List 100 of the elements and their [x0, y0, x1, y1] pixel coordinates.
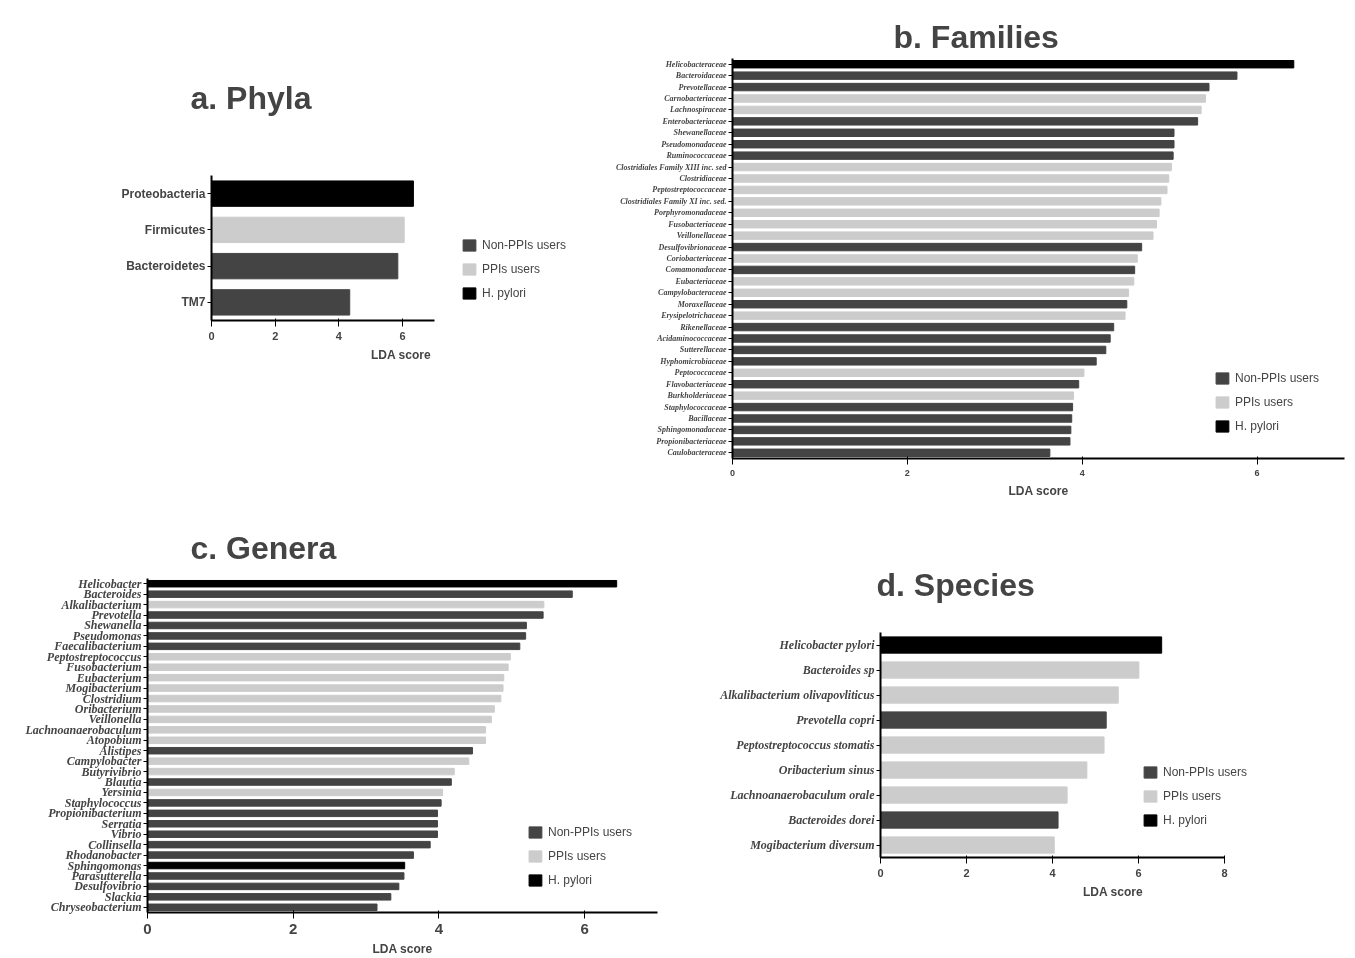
y-tick-label: Carnobacteriaceae	[664, 94, 727, 103]
bar	[732, 414, 1073, 423]
bar	[732, 288, 1130, 297]
bar	[732, 334, 1111, 343]
bar	[147, 611, 544, 619]
y-tick-label: Lachnoanaerobaculum	[24, 722, 142, 737]
chart-title: a. Phyla	[190, 79, 312, 116]
y-tick-label: Propionibacteriaceae	[656, 436, 727, 446]
y-tick-label: Bacillaceae	[687, 414, 727, 423]
bar	[147, 705, 495, 713]
y-tick-label: Coriobacteriaceae	[666, 254, 727, 263]
bar	[147, 830, 438, 838]
bar	[732, 311, 1126, 320]
x-tick-label: 6	[399, 329, 406, 342]
bar	[147, 893, 392, 901]
bar	[147, 726, 487, 734]
legend-label: PPIs users	[1234, 395, 1293, 409]
y-tick-label: Comamonadaceae	[665, 265, 727, 275]
y-tick-label: Bacteroidetes	[126, 259, 206, 274]
y-tick-label: Rikenellaceae	[679, 322, 727, 332]
y-tick-label: Clostridiaceae	[679, 174, 727, 183]
y-tick-label: Sutterellaceae	[679, 345, 727, 355]
x-axis-title: LDA score	[372, 941, 433, 956]
bar	[732, 128, 1175, 137]
y-tick-label: Erysipelotrichaceae	[660, 311, 727, 321]
bar	[732, 197, 1162, 206]
legend-label: Non-PPIs users	[482, 238, 567, 252]
x-axis-title: LDA score	[1008, 483, 1069, 498]
x-tick-label: 6	[1254, 467, 1260, 478]
bar	[147, 840, 431, 849]
bar	[732, 300, 1128, 309]
bar	[732, 185, 1168, 195]
bar	[732, 357, 1097, 366]
bar	[147, 684, 504, 692]
y-tick-label: Alkalibacterium olivapovliticus	[719, 688, 875, 702]
y-tick-label: Ruminococcaceae	[665, 151, 727, 161]
chart-title: c. Genera	[190, 530, 337, 566]
bar	[732, 254, 1138, 263]
y-tick-label: Bacteroides sp	[801, 663, 875, 677]
bar	[147, 621, 527, 630]
bar	[732, 437, 1071, 446]
y-tick-label: Campylobacteraceae	[658, 288, 727, 298]
legend-label: H. pylori	[1234, 419, 1279, 433]
x-tick-label: 2	[272, 329, 279, 342]
bar	[147, 757, 470, 765]
y-tick-label: Proteobacteria	[121, 186, 206, 201]
bar	[147, 851, 414, 859]
bar	[147, 653, 511, 661]
bar	[732, 82, 1210, 92]
bar	[732, 174, 1170, 183]
legend-label: PPIs users	[482, 262, 541, 276]
bar	[732, 345, 1107, 355]
bar	[147, 882, 400, 891]
y-tick-label: Eubacteriaceae	[674, 276, 727, 286]
x-tick-label: 0	[143, 919, 152, 937]
chart-title: d. Species	[876, 566, 1035, 603]
y-tick-label: Mogibacterium diversum	[749, 838, 875, 852]
x-tick-label: 6	[1135, 866, 1142, 879]
legend-label: Non-PPIs users	[1234, 371, 1319, 385]
bar	[211, 216, 405, 244]
bar	[147, 809, 438, 818]
y-tick-label: Firmicutes	[144, 222, 206, 237]
x-tick-label: 2	[904, 467, 910, 478]
y-tick-label: Peptostreptococcaceae	[652, 185, 727, 195]
bar	[732, 71, 1238, 80]
bar	[147, 694, 502, 703]
y-tick-label: Prevotellaceae	[678, 82, 727, 92]
bar	[880, 686, 1119, 704]
bar	[732, 105, 1202, 115]
y-tick-label: Burkholderiaceae	[666, 391, 727, 401]
bar	[732, 402, 1074, 412]
y-tick-label: Lachnospiraceae	[669, 105, 727, 115]
bar	[732, 425, 1072, 435]
x-tick-label: 4	[335, 329, 343, 342]
bar	[732, 162, 1172, 172]
bar	[732, 448, 1051, 457]
bar	[880, 661, 1140, 679]
bar	[732, 231, 1154, 240]
bar	[147, 590, 573, 598]
bar	[147, 642, 521, 651]
y-tick-label: Sphingomonadaceae	[657, 425, 727, 435]
x-tick-label: 0	[877, 866, 884, 879]
x-tick-label: 0	[208, 329, 215, 342]
x-tick-label: 4	[434, 919, 444, 937]
x-tick-label: 2	[289, 919, 298, 937]
bar	[147, 715, 492, 724]
bar	[880, 711, 1107, 729]
y-tick-label: Staphylococcaceae	[664, 402, 727, 412]
y-tick-label: Moraxellaceae	[676, 299, 727, 309]
legend-label: H. pylori	[1163, 813, 1208, 827]
x-tick-label: 0	[730, 467, 736, 478]
bar	[732, 277, 1135, 286]
chart-title: b. Families	[893, 18, 1059, 55]
y-tick-label: Enterobacteriaceae	[661, 116, 727, 126]
bar	[147, 673, 505, 682]
bar	[211, 252, 399, 280]
bar	[147, 736, 487, 745]
x-tick-label: 4	[1049, 866, 1057, 879]
y-tick-label: Desulfovibrionaceae	[657, 242, 727, 252]
y-tick-label: Bacteroidaceae	[674, 71, 727, 81]
